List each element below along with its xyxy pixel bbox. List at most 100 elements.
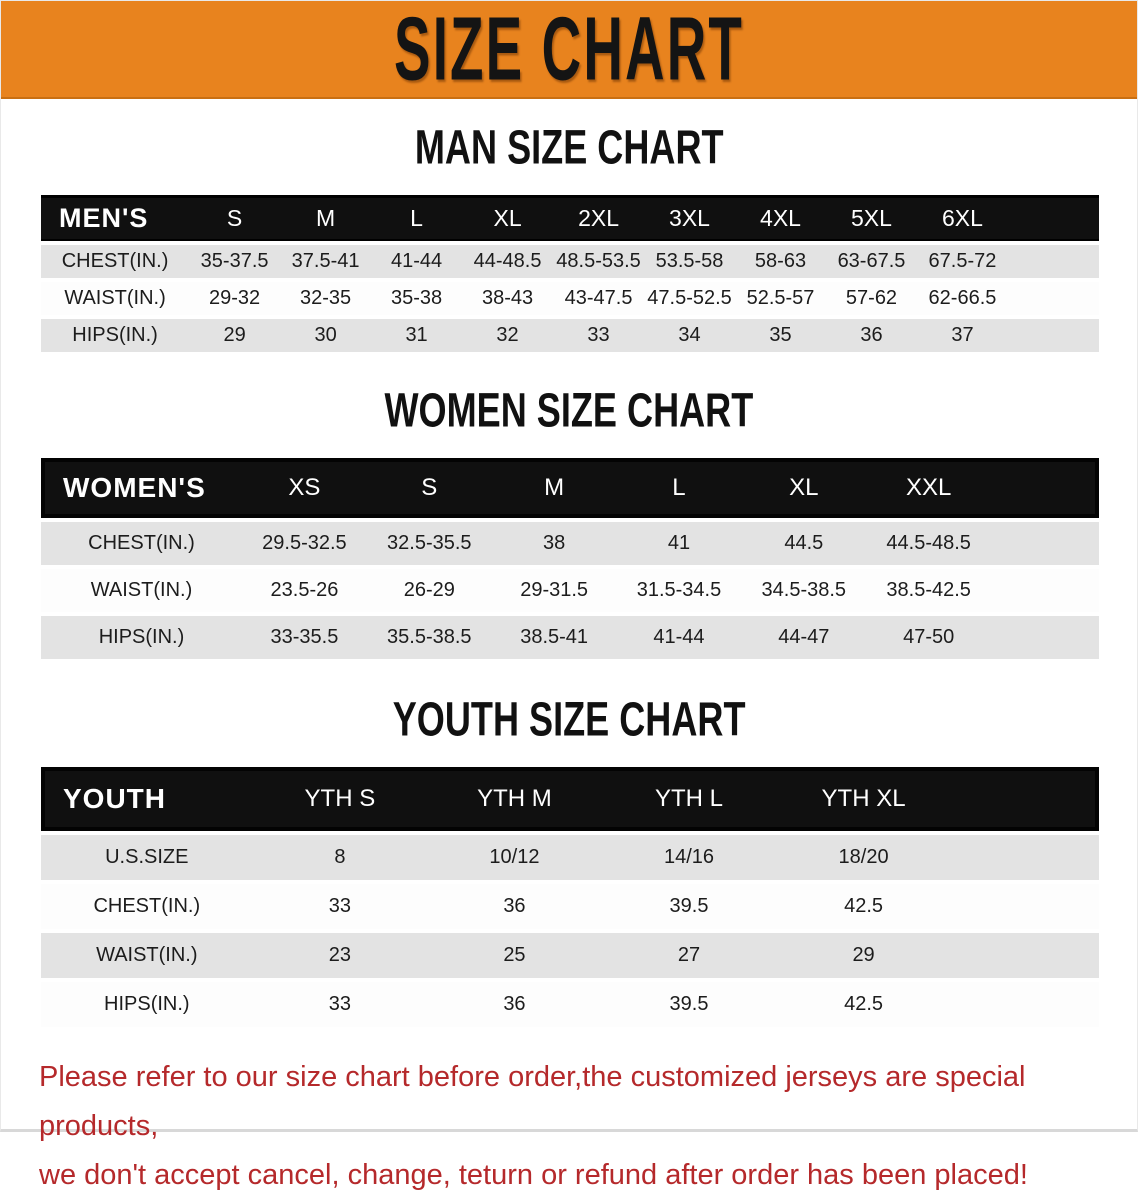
table-row: WAIST(IN.) 23.5-26 26-29 29-31.5 31.5-34.5 34… <box>41 569 1099 612</box>
table-row: WAIST(IN.) 23 25 27 29 <box>41 933 1099 978</box>
cell-value: 33 <box>252 884 428 929</box>
table-row: WAIST(IN.) 29-32 32-35 35-38 38-43 43-47.5 47.… <box>41 282 1099 315</box>
size-table: WOMEN'S XS S M L XL XXL CHEST(IN.) 29.5-32.5 32.5… <box>41 454 1099 663</box>
column-header: 6XL <box>916 195 1008 241</box>
cell-value: 23 <box>252 933 428 978</box>
cell-value: 57-62 <box>826 282 917 315</box>
cell-value: 33 <box>252 982 428 1027</box>
table-header-row: WOMEN'S XS S M L XL XXL <box>41 458 1099 518</box>
footer-line-1: Please refer to our size chart before or… <box>39 1061 1026 1142</box>
section: MAN SIZE CHART MEN'S S M L XL 2XL 3XL 4XL 5XL 6XL C… <box>1 121 1137 356</box>
column-header: XXL <box>866 458 992 518</box>
row-label: WAIST(IN.) <box>41 282 190 315</box>
cell-value: 37.5-41 <box>280 245 372 278</box>
cell-value: 34.5-38.5 <box>741 569 867 612</box>
table-group-label: MEN'S <box>41 195 190 241</box>
cell-value: 63-67.5 <box>826 245 917 278</box>
column-header: YTH M <box>427 767 602 831</box>
column-header: XL <box>741 458 867 518</box>
column-header-spacer <box>991 458 1099 518</box>
column-header: 3XL <box>644 195 736 241</box>
cell-value: 36 <box>427 982 602 1027</box>
cell-value: 36 <box>826 319 917 352</box>
cell-spacer <box>1007 282 1099 315</box>
cell-value: 35 <box>735 319 826 352</box>
cell-value: 37 <box>916 319 1008 352</box>
row-label: HIPS(IN.) <box>41 982 253 1027</box>
cell-value: 14/16 <box>601 835 777 880</box>
table-header-row: YOUTH YTH S YTH M YTH L YTH XL <box>41 767 1099 831</box>
cell-value: 62-66.5 <box>916 282 1008 315</box>
cell-value: 29 <box>776 933 951 978</box>
cell-value: 18/20 <box>776 835 951 880</box>
cell-value: 41-44 <box>371 245 463 278</box>
size-table: YOUTH YTH S YTH M YTH L YTH XL U.S.SIZE 8 10/12… <box>41 763 1099 1031</box>
cell-spacer <box>1007 245 1099 278</box>
cell-value: 48.5-53.5 <box>553 245 645 278</box>
table-row: HIPS(IN.) 33 36 39.5 42.5 <box>41 982 1099 1027</box>
row-label: CHEST(IN.) <box>41 522 243 565</box>
cell-value: 10/12 <box>427 835 602 880</box>
row-label: CHEST(IN.) <box>41 884 253 929</box>
table-group-label: YOUTH <box>41 767 253 831</box>
cell-value: 33-35.5 <box>242 616 367 659</box>
cell-value: 44.5 <box>741 522 867 565</box>
cell-spacer <box>991 616 1099 659</box>
row-label: CHEST(IN.) <box>41 245 190 278</box>
cell-value: 44.5-48.5 <box>866 522 992 565</box>
cell-value: 25 <box>427 933 602 978</box>
row-label: HIPS(IN.) <box>41 319 190 352</box>
cell-value: 52.5-57 <box>735 282 826 315</box>
cell-spacer <box>950 884 1099 929</box>
cell-value: 32.5-35.5 <box>366 522 492 565</box>
table-group-label: WOMEN'S <box>41 458 243 518</box>
row-label: HIPS(IN.) <box>41 616 243 659</box>
cell-value: 39.5 <box>601 982 777 1027</box>
cell-value: 39.5 <box>601 884 777 929</box>
cell-value: 38 <box>491 522 617 565</box>
table-row: HIPS(IN.) 29 30 31 32 33 34 35 36 37 <box>41 319 1099 352</box>
cell-value: 67.5-72 <box>916 245 1008 278</box>
cell-value: 35-38 <box>371 282 463 315</box>
cell-spacer <box>950 933 1099 978</box>
table-row: CHEST(IN.) 33 36 39.5 42.5 <box>41 884 1099 929</box>
cell-value: 31 <box>371 319 463 352</box>
cell-value: 47.5-52.5 <box>644 282 736 315</box>
cell-value: 29 <box>189 319 281 352</box>
cell-value: 53.5-58 <box>644 245 736 278</box>
cell-value: 42.5 <box>776 982 951 1027</box>
column-header-spacer <box>1007 195 1099 241</box>
cell-value: 35.5-38.5 <box>366 616 492 659</box>
column-header: L <box>371 195 463 241</box>
sections: MAN SIZE CHART MEN'S S M L XL 2XL 3XL 4XL 5XL 6XL C… <box>1 121 1137 1031</box>
column-header: YTH L <box>601 767 777 831</box>
column-header: XS <box>242 458 367 518</box>
column-header: M <box>491 458 617 518</box>
cell-value: 23.5-26 <box>242 569 367 612</box>
cell-value: 38.5-41 <box>491 616 617 659</box>
cell-value: 26-29 <box>366 569 492 612</box>
cell-spacer <box>991 569 1099 612</box>
section-heading: MAN SIZE CHART <box>1 121 1137 175</box>
column-header: S <box>366 458 492 518</box>
cell-value: 30 <box>280 319 372 352</box>
cell-value: 29-31.5 <box>491 569 617 612</box>
column-header: YTH S <box>252 767 428 831</box>
cell-value: 58-63 <box>735 245 826 278</box>
cell-value: 44-47 <box>741 616 867 659</box>
cell-value: 32 <box>462 319 554 352</box>
section: WOMEN SIZE CHART WOMEN'S XS S M L XL XXL CHEST(I… <box>1 384 1137 663</box>
cell-spacer <box>950 835 1099 880</box>
section-heading: YOUTH SIZE CHART <box>1 692 1137 747</box>
cell-spacer <box>991 522 1099 565</box>
section-heading-text: YOUTH SIZE CHART <box>392 692 746 747</box>
cell-value: 36 <box>427 884 602 929</box>
row-label: WAIST(IN.) <box>41 933 253 978</box>
table-row: U.S.SIZE 8 10/12 14/16 18/20 <box>41 835 1099 880</box>
cell-spacer <box>950 982 1099 1027</box>
section: YOUTH SIZE CHART YOUTH YTH S YTH M YTH L YTH … <box>1 692 1137 1031</box>
footer-note: Please refer to our size chart before or… <box>39 1053 1099 1200</box>
column-header: S <box>189 195 281 241</box>
size-chart-banner: SIZE CHART <box>1 0 1137 99</box>
column-header: XL <box>462 195 554 241</box>
